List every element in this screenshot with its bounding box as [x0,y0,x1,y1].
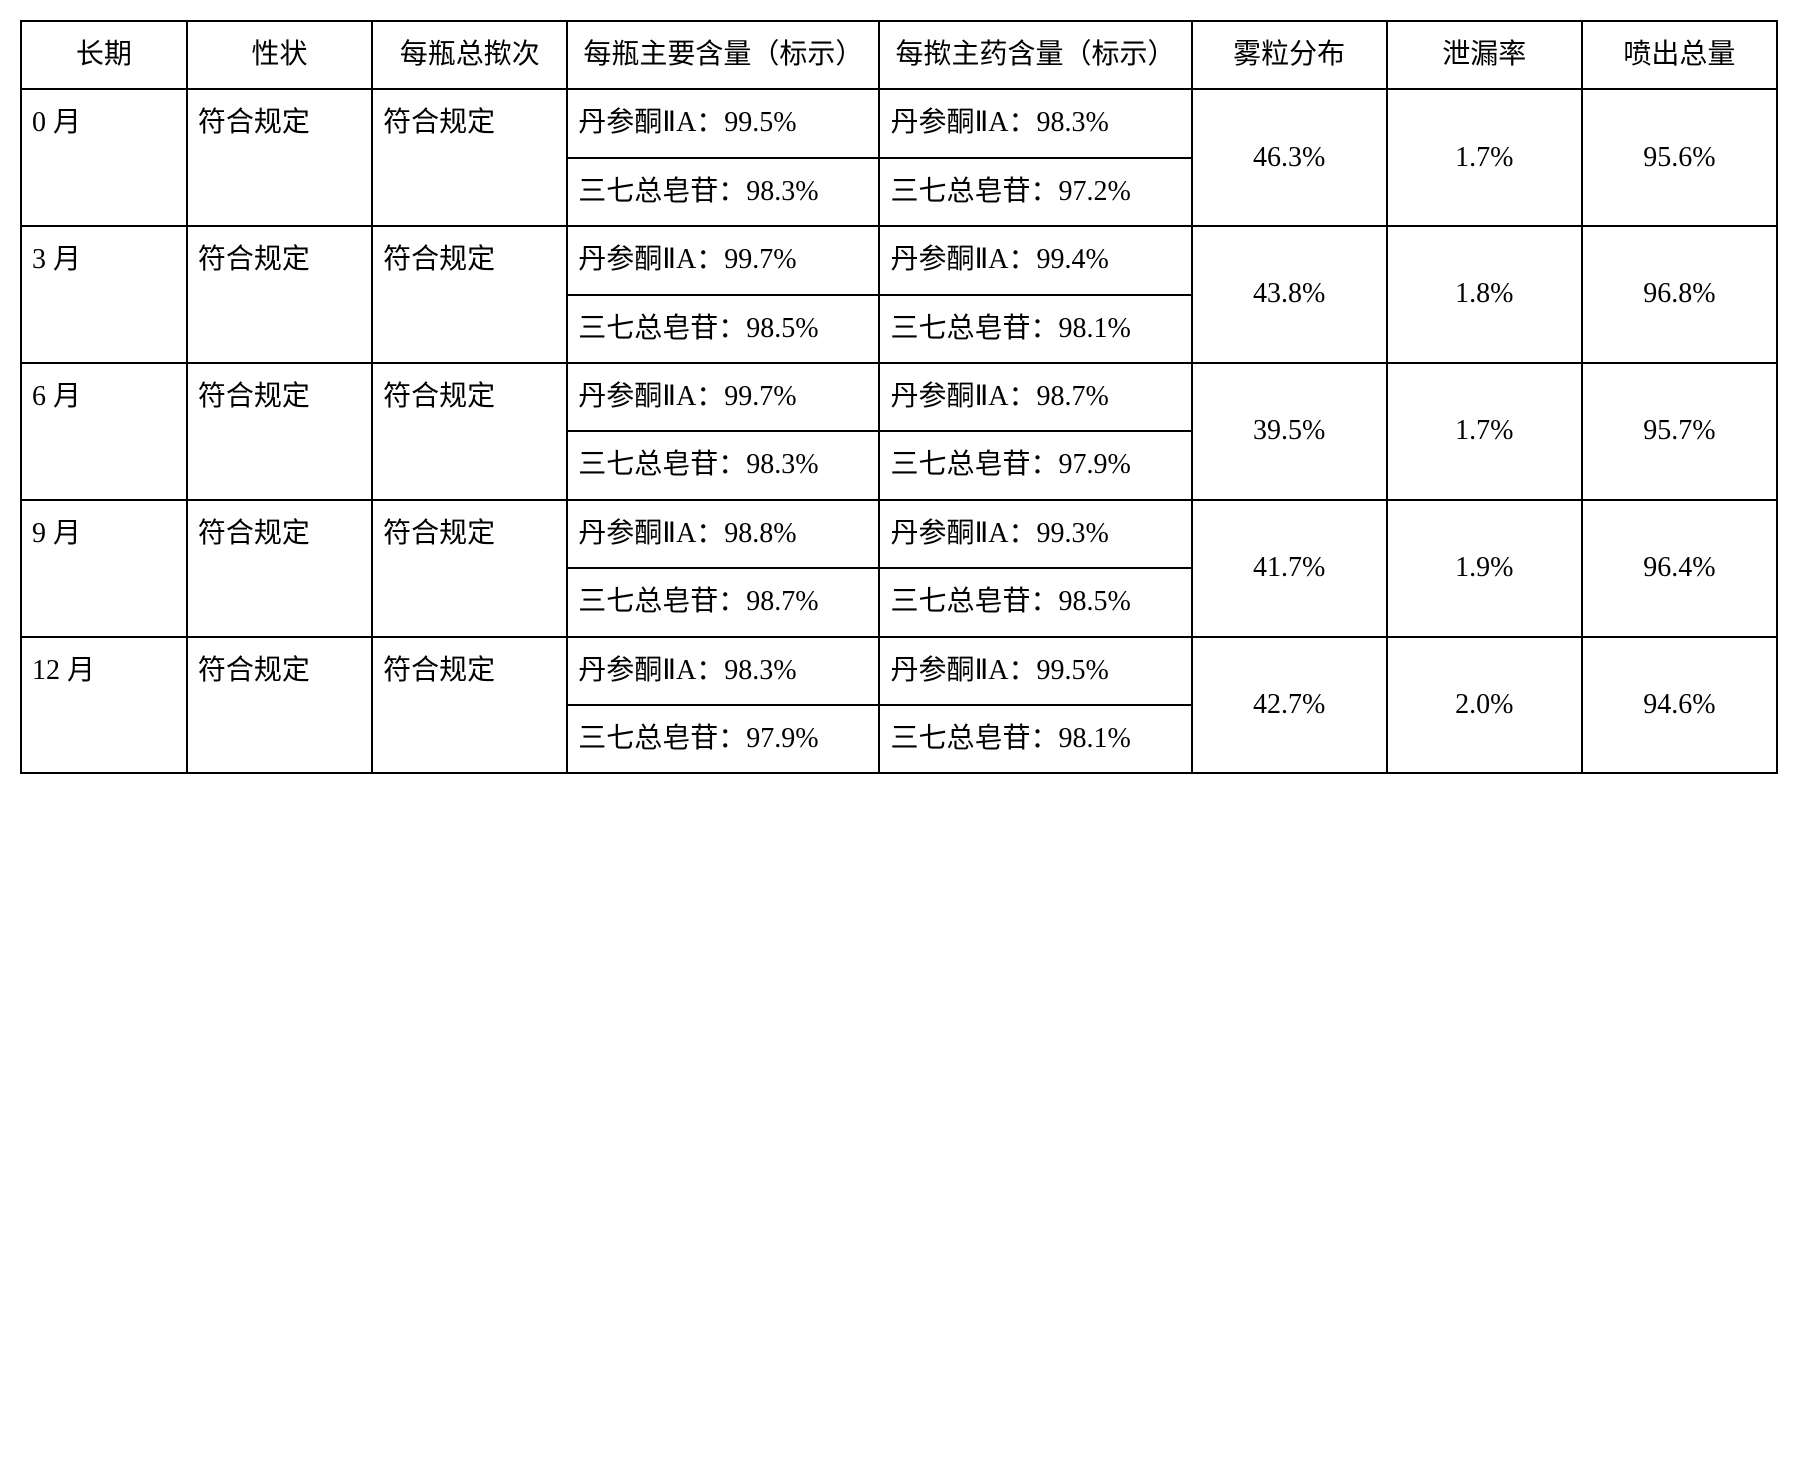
cell-properties: 符合规定 [187,89,372,226]
cell-leak: 1.9% [1387,500,1582,637]
col-properties: 性状 [187,21,372,89]
cell-bottle-a: 丹参酮ⅡA：98.8% [567,500,879,568]
cell-bottle-b: 三七总皂苷：98.7% [567,568,879,636]
table-row: 12 月符合规定符合规定丹参酮ⅡA：98.3%丹参酮ⅡA：99.5%42.7%2… [21,637,1777,705]
cell-leak: 1.8% [1387,226,1582,363]
cell-bottle-b: 三七总皂苷：98.3% [567,158,879,226]
col-puff-main: 每揿主药含量（标示） [879,21,1191,89]
table-body: 0 月符合规定符合规定丹参酮ⅡA：99.5%丹参酮ⅡA：98.3%46.3%1.… [21,89,1777,773]
cell-bottle-b: 三七总皂苷：98.5% [567,295,879,363]
table-row: 6 月符合规定符合规定丹参酮ⅡA：99.7%丹参酮ⅡA：98.7%39.5%1.… [21,363,1777,431]
cell-period: 3 月 [21,226,187,363]
col-leak: 泄漏率 [1387,21,1582,89]
cell-puff-b: 三七总皂苷：98.5% [879,568,1191,636]
cell-leak: 2.0% [1387,637,1582,774]
cell-leak: 1.7% [1387,89,1582,226]
col-period: 长期 [21,21,187,89]
table-row: 9 月符合规定符合规定丹参酮ⅡA：98.8%丹参酮ⅡA：99.3%41.7%1.… [21,500,1777,568]
cell-particle: 46.3% [1192,89,1387,226]
cell-properties: 符合规定 [187,637,372,774]
cell-total-puffs: 符合规定 [372,500,567,637]
stability-data-table: 长期 性状 每瓶总揿次 每瓶主要含量（标示） 每揿主药含量（标示） 雾粒分布 泄… [20,20,1778,774]
table-row: 3 月符合规定符合规定丹参酮ⅡA：99.7%丹参酮ⅡA：99.4%43.8%1.… [21,226,1777,294]
cell-period: 6 月 [21,363,187,500]
cell-puff-a: 丹参酮ⅡA：98.3% [879,89,1191,157]
table-header-row: 长期 性状 每瓶总揿次 每瓶主要含量（标示） 每揿主药含量（标示） 雾粒分布 泄… [21,21,1777,89]
cell-properties: 符合规定 [187,500,372,637]
cell-bottle-b: 三七总皂苷：97.9% [567,705,879,773]
cell-bottle-b: 三七总皂苷：98.3% [567,431,879,499]
cell-particle: 41.7% [1192,500,1387,637]
col-bottle-main: 每瓶主要含量（标示） [567,21,879,89]
cell-particle: 43.8% [1192,226,1387,363]
cell-period: 0 月 [21,89,187,226]
cell-total-puffs: 符合规定 [372,89,567,226]
cell-puff-b: 三七总皂苷：98.1% [879,705,1191,773]
cell-spray-total: 94.6% [1582,637,1777,774]
cell-puff-a: 丹参酮ⅡA：99.5% [879,637,1191,705]
cell-puff-b: 三七总皂苷：98.1% [879,295,1191,363]
cell-puff-a: 丹参酮ⅡA：98.7% [879,363,1191,431]
table-row: 0 月符合规定符合规定丹参酮ⅡA：99.5%丹参酮ⅡA：98.3%46.3%1.… [21,89,1777,157]
cell-puff-b: 三七总皂苷：97.9% [879,431,1191,499]
cell-particle: 42.7% [1192,637,1387,774]
cell-properties: 符合规定 [187,226,372,363]
cell-bottle-a: 丹参酮ⅡA：98.3% [567,637,879,705]
col-spray-total: 喷出总量 [1582,21,1777,89]
cell-puff-a: 丹参酮ⅡA：99.3% [879,500,1191,568]
cell-leak: 1.7% [1387,363,1582,500]
cell-particle: 39.5% [1192,363,1387,500]
cell-total-puffs: 符合规定 [372,226,567,363]
cell-period: 9 月 [21,500,187,637]
cell-bottle-a: 丹参酮ⅡA：99.5% [567,89,879,157]
cell-bottle-a: 丹参酮ⅡA：99.7% [567,363,879,431]
cell-period: 12 月 [21,637,187,774]
col-particle: 雾粒分布 [1192,21,1387,89]
cell-spray-total: 95.6% [1582,89,1777,226]
cell-bottle-a: 丹参酮ⅡA：99.7% [567,226,879,294]
cell-puff-b: 三七总皂苷：97.2% [879,158,1191,226]
cell-total-puffs: 符合规定 [372,363,567,500]
cell-spray-total: 95.7% [1582,363,1777,500]
cell-spray-total: 96.8% [1582,226,1777,363]
cell-total-puffs: 符合规定 [372,637,567,774]
cell-spray-total: 96.4% [1582,500,1777,637]
col-total-puffs: 每瓶总揿次 [372,21,567,89]
cell-puff-a: 丹参酮ⅡA：99.4% [879,226,1191,294]
cell-properties: 符合规定 [187,363,372,500]
